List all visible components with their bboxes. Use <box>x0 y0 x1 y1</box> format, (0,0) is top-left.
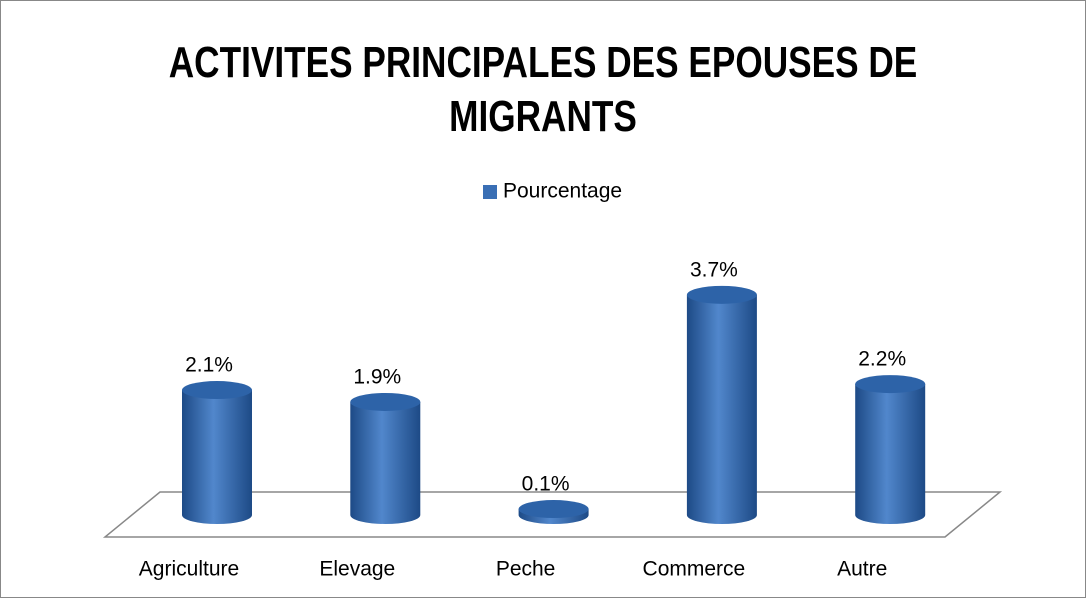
bar <box>686 285 757 524</box>
value-label: 0.1% <box>522 473 570 496</box>
bar <box>518 500 589 524</box>
bar-top <box>518 500 589 519</box>
bar-body <box>350 401 421 524</box>
bar <box>350 392 421 524</box>
legend-label: Pourcentage <box>503 180 622 203</box>
x-tick-label: Autre <box>837 558 887 581</box>
bar-body <box>182 390 252 524</box>
legend-swatch <box>483 185 497 199</box>
x-tick-label: Commerce <box>643 558 746 581</box>
x-tick-label: Peche <box>496 558 556 581</box>
bar-body <box>855 384 926 524</box>
bar-top <box>686 285 757 304</box>
x-tick-label: Agriculture <box>139 558 239 581</box>
bar <box>182 381 252 524</box>
bar <box>855 375 926 524</box>
bar-top <box>855 375 926 394</box>
chart-title: ACTIVITES PRINCIPALES DES EPOUSES DE MIG… <box>168 38 918 141</box>
x-tick-label: Elevage <box>319 558 395 581</box>
value-label: 2.1% <box>185 354 233 377</box>
value-label: 1.9% <box>353 365 401 388</box>
value-label: 3.7% <box>690 258 738 281</box>
value-label: 2.2% <box>858 348 906 371</box>
bar-top <box>182 381 252 400</box>
bar-top <box>350 392 421 411</box>
bar-body <box>686 294 757 524</box>
floor <box>102 491 1003 538</box>
